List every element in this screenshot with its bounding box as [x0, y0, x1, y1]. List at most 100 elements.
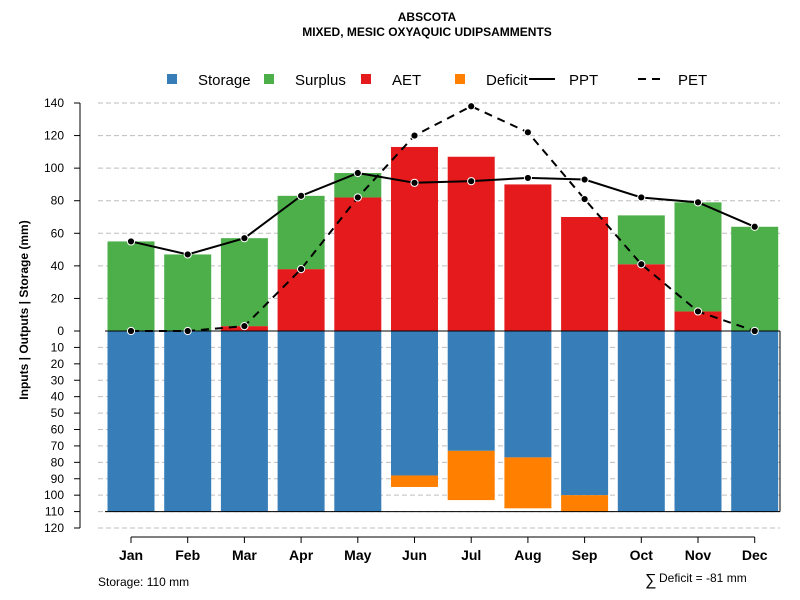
- aet-bar: [561, 217, 609, 331]
- surplus-bar: [107, 241, 155, 331]
- x-tick-label: Jul: [461, 547, 481, 563]
- pet-line: [131, 105, 756, 332]
- ppt-point: [580, 175, 589, 184]
- pet-point: [637, 260, 646, 269]
- gridlines: [98, 102, 780, 529]
- storage-bar: [504, 331, 552, 458]
- storage-bar: [391, 331, 438, 476]
- surplus-bar: [220, 238, 268, 327]
- y-tick-label: 50: [51, 406, 65, 420]
- legend-label: AET: [392, 72, 421, 89]
- ppt-line: [130, 171, 756, 256]
- legend-key: [167, 74, 177, 84]
- y-tick-label: 110: [45, 505, 64, 519]
- series-lines: [126, 102, 759, 336]
- chart-title: ABSCOTA: [398, 10, 457, 24]
- x-tick-label: Apr: [289, 547, 314, 563]
- storage-bar: [561, 331, 609, 496]
- y-tick-label: 90: [51, 472, 65, 486]
- surplus-bar: [164, 254, 212, 331]
- pet-point: [750, 326, 759, 336]
- lower-panel-frame: [105, 330, 781, 513]
- x-tick-label: Feb: [175, 547, 200, 563]
- storage-bar: [731, 331, 779, 512]
- storage-bar: [277, 331, 325, 512]
- y-tick-label: 20: [51, 291, 65, 305]
- x-tick-label: Dec: [742, 547, 768, 563]
- x-tick-label: May: [344, 547, 371, 563]
- ppt-point: [353, 168, 362, 178]
- y-tick-label: 60: [51, 226, 65, 240]
- axes: 140 120 100 80 60 40 20 0 10 20 30 40 50 60 70 80 90 100 1…: [44, 96, 768, 563]
- ppt-point: [410, 178, 419, 187]
- pet-point: [297, 265, 306, 274]
- y-axis-label: Inputs | Outputs | Storage (mm): [17, 220, 31, 399]
- ppt-point: [126, 237, 136, 246]
- y-tick-label: 60: [51, 423, 65, 437]
- deficit-footer: Deficit = -81 mm: [659, 571, 747, 585]
- aet-bar: [277, 269, 325, 331]
- ppt-point: [467, 177, 476, 186]
- aet-bar: [617, 264, 665, 331]
- storage-bar: [447, 331, 495, 451]
- x-tick-label: Oct: [630, 547, 654, 563]
- legend: Storage Surplus AET Deficit PPT PET: [167, 72, 707, 89]
- surplus-bar: [674, 202, 722, 312]
- y-tick-label: 70: [51, 439, 65, 453]
- deficit-bar: [504, 457, 552, 509]
- pet-point: [523, 128, 533, 137]
- deficit-bar: [447, 450, 495, 501]
- y-tick-label: 80: [51, 194, 65, 208]
- ppt-point: [240, 234, 249, 243]
- y-tick-label: 30: [51, 373, 65, 387]
- ppt-point: [637, 193, 646, 202]
- storage-bar: [107, 331, 155, 512]
- storage-bar: [164, 331, 212, 512]
- aet-bar: [504, 184, 552, 331]
- storage-bar: [617, 331, 665, 512]
- legend-label: Deficit: [486, 72, 529, 89]
- y-tick-label: 40: [51, 259, 65, 273]
- deficit-bar: [561, 495, 609, 512]
- pet-point: [126, 326, 136, 336]
- ppt-point: [523, 173, 533, 183]
- y-tick-label: 0: [57, 324, 64, 338]
- ppt-point: [183, 250, 192, 259]
- pet-point: [240, 322, 249, 331]
- x-tick-label: Jan: [119, 547, 143, 563]
- pet-point: [183, 326, 192, 336]
- ppt-point: [297, 191, 306, 200]
- pet-point: [693, 307, 703, 316]
- legend-key: [361, 74, 371, 84]
- pet-point: [353, 193, 362, 202]
- bars: [107, 146, 779, 512]
- aet-bar: [447, 156, 495, 331]
- legend-key: [264, 74, 274, 84]
- y-tick-label: 40: [51, 390, 65, 404]
- deficit-bar: [391, 475, 438, 487]
- legend-key: [455, 74, 465, 84]
- surplus-bar: [731, 226, 779, 331]
- x-tick-label: Mar: [232, 547, 257, 563]
- legend-label: PPT: [569, 72, 598, 89]
- x-tick-label: Aug: [514, 547, 541, 563]
- chart-subtitle: MIXED, MESIC OXYAQUIC UDIPSAMMENTS: [302, 25, 552, 39]
- y-tick-label: 120: [44, 129, 64, 143]
- storage-bar: [334, 331, 382, 512]
- storage-bar: [674, 331, 722, 512]
- sum-symbol: ∑: [645, 572, 656, 589]
- x-tick-label: Sep: [572, 547, 598, 563]
- y-tick-label: 100: [44, 161, 64, 175]
- y-tick-label: 120: [44, 521, 64, 535]
- aet-bar: [391, 146, 438, 331]
- x-tick-label: Nov: [685, 547, 712, 563]
- aet-bar: [334, 197, 382, 331]
- surplus-bar: [277, 195, 325, 270]
- pet-point: [580, 194, 589, 204]
- y-tick-label: 20: [51, 357, 65, 371]
- pet-point: [467, 102, 476, 111]
- ppt-point: [693, 198, 703, 207]
- storage-bar: [220, 331, 268, 512]
- x-tick-label: Jun: [402, 547, 427, 563]
